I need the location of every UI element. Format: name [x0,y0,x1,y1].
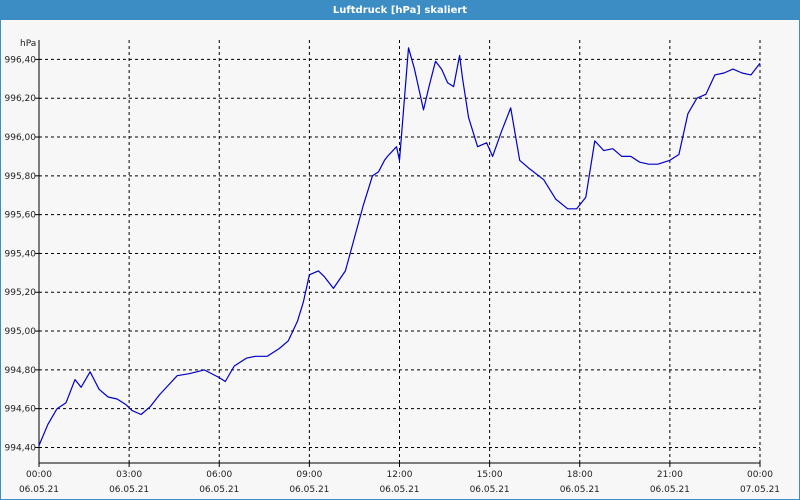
x-tick-date-label: 06.05.21 [109,485,149,495]
x-tick-time-label: 18:00 [567,470,593,480]
y-tick-label: 996,40 [5,55,37,65]
series-layer [38,47,761,446]
x-tick-date-label: 06.05.21 [560,485,600,495]
pressure-series-line [38,47,761,446]
x-tick-time-label: 00:00 [747,470,773,480]
x-tick-time-label: 15:00 [477,470,503,480]
x-tick-time-label: 09:00 [296,470,322,480]
x-tick-date-label: 06.05.21 [199,485,239,495]
y-tick-label: 994,40 [5,443,37,453]
window-title: Luftdruck [hPa] skaliert [1,1,799,20]
x-tick-time-label: 03:00 [116,470,142,480]
x-tick-date-label: 06.05.21 [470,485,510,495]
x-tick-date-label: 06.05.21 [19,485,59,495]
y-tick-label: 995,40 [5,249,37,259]
y-tick-label: 996,20 [5,94,37,104]
y-tick-label: 994,80 [5,366,37,376]
y-axis-unit-label: hPa [20,39,36,49]
x-tick-date-label: 06.05.21 [650,485,690,495]
x-tick-time-label: 00:00 [26,470,52,480]
y-tick-label: 995,00 [5,327,37,337]
axis-layer [35,40,761,467]
y-tick-label: 994,60 [5,405,37,415]
y-tick-label: 996,00 [5,133,37,143]
x-tick-time-label: 06:00 [206,470,232,480]
y-tick-label: 995,60 [5,211,37,221]
x-tick-time-label: 21:00 [657,470,683,480]
x-tick-date-label: 06.05.21 [379,485,419,495]
x-tick-date-label: 07.05.21 [740,485,780,495]
x-tick-time-label: 12:00 [387,470,413,480]
y-tick-label: 995,20 [5,288,37,298]
tick-label-layer: 994,40 994,60 994,80 995,00 995,20 995,40 995,… [5,39,781,495]
x-tick-date-label: 06.05.21 [289,485,329,495]
y-tick-label: 995,80 [5,172,37,182]
grid-layer [39,40,761,463]
